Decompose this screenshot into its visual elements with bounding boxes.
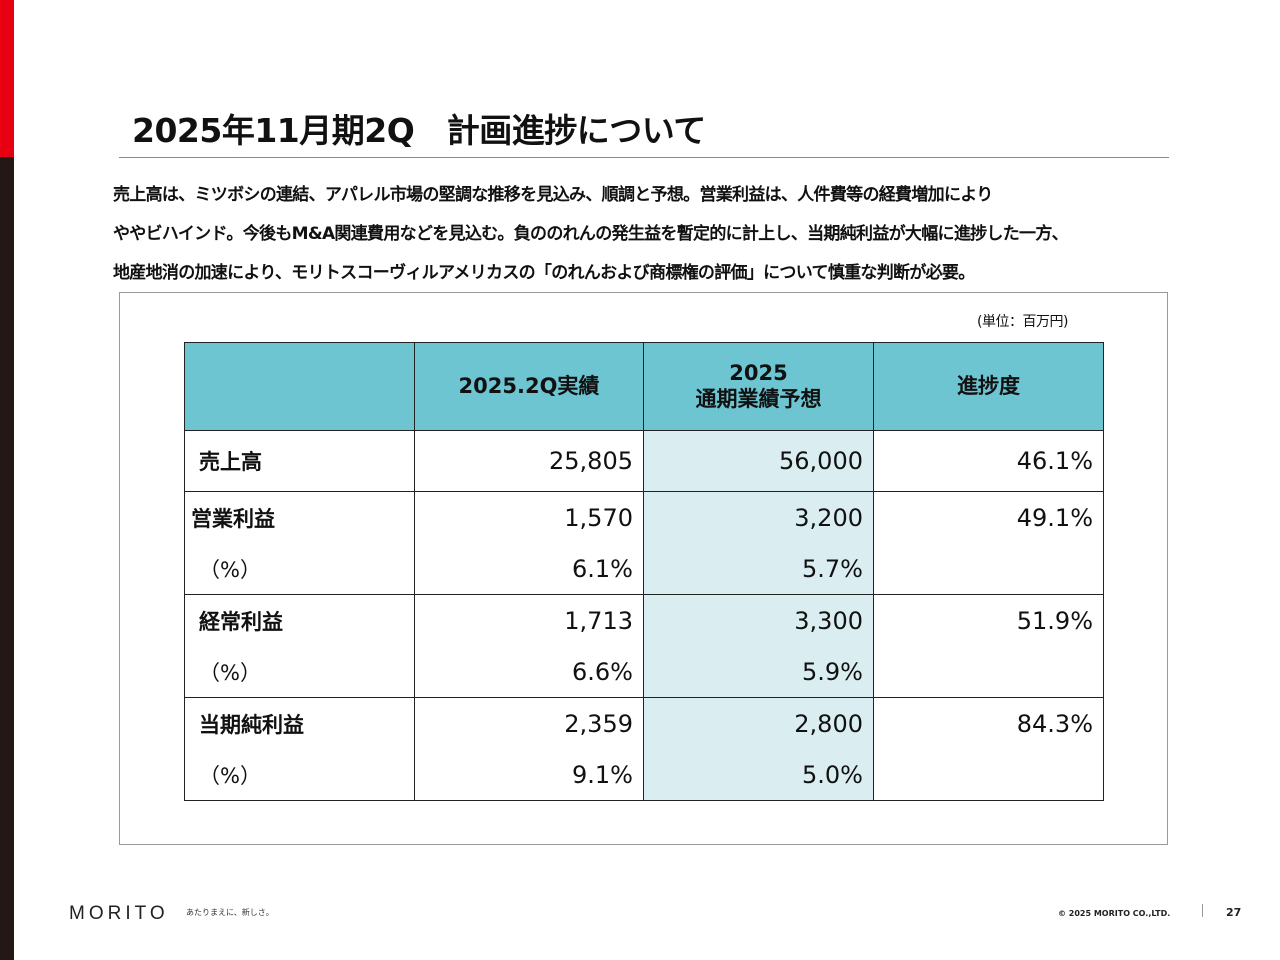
cell-actual: 6.1% <box>414 543 644 595</box>
page-number-divider <box>1202 904 1203 917</box>
row-label-percent: （%） <box>184 749 415 801</box>
table-row: 経常利益 1,713 3,300 51.9% <box>184 594 1104 646</box>
row-label-ordinary-profit: 経常利益 <box>184 594 415 646</box>
table-row: （%） 6.6% 5.9% <box>184 646 1104 698</box>
row-label-percent: （%） <box>184 646 415 698</box>
table-frame <box>119 292 1168 845</box>
title-divider <box>119 157 1169 158</box>
header-forecast-year: 2025 <box>729 361 788 386</box>
row-label-net-income: 当期純利益 <box>184 697 415 749</box>
company-logo: MORITO <box>69 903 169 924</box>
cell-forecast: 5.9% <box>643 646 874 698</box>
row-label-sales: 売上高 <box>184 430 415 492</box>
accent-bar-dark <box>0 157 14 960</box>
cell-forecast: 3,200 <box>643 491 874 543</box>
table-row: 売上高 25,805 56,000 46.1% <box>184 430 1104 492</box>
cell-forecast: 2,800 <box>643 697 874 749</box>
header-forecast: 2025 通期業績予想 <box>643 342 874 431</box>
cell-progress <box>873 543 1104 595</box>
description-line-1: 売上高は、ミツボシの連結、アパレル市場の堅調な推移を見込み、順調と予想。営業利益… <box>113 185 993 205</box>
page-number: 27 <box>1226 906 1242 919</box>
row-label-operating-profit: 営業利益 <box>184 491 415 543</box>
table-row: （%） 9.1% 5.0% <box>184 749 1104 801</box>
row-label-percent: （%） <box>184 543 415 595</box>
cell-progress <box>873 749 1104 801</box>
table-header-row: 2025.2Q実績 2025 通期業績予想 進捗度 <box>184 342 1104 431</box>
slide-title: 2025年11月期2Q 計画進捗について <box>132 111 706 150</box>
cell-forecast: 56,000 <box>643 430 874 492</box>
company-tagline: あたりまえに、新しさ。 <box>186 908 274 917</box>
cell-forecast: 5.0% <box>643 749 874 801</box>
cell-actual: 9.1% <box>414 749 644 801</box>
cell-progress: 51.9% <box>873 594 1104 646</box>
header-progress: 進捗度 <box>873 342 1104 431</box>
header-forecast-label: 通期業績予想 <box>695 386 822 411</box>
cell-actual: 1,713 <box>414 594 644 646</box>
cell-actual: 1,570 <box>414 491 644 543</box>
header-actual: 2025.2Q実績 <box>414 342 644 431</box>
unit-note: (単位：百万円) <box>977 314 1068 330</box>
cell-actual: 25,805 <box>414 430 644 492</box>
cell-forecast: 5.7% <box>643 543 874 595</box>
description-line-3: 地産地消の加速により、モリトスコーヴィルアメリカスの「のれんおよび商標権の評価」… <box>113 263 975 283</box>
header-empty <box>184 342 415 431</box>
financial-table: 2025.2Q実績 2025 通期業績予想 進捗度 売上高 25,805 56,… <box>184 342 1104 801</box>
cell-forecast: 3,300 <box>643 594 874 646</box>
table-row: （%） 6.1% 5.7% <box>184 543 1104 595</box>
accent-bar-red <box>0 0 14 157</box>
table-row: 営業利益 1,570 3,200 49.1% <box>184 491 1104 543</box>
cell-progress: 46.1% <box>873 430 1104 492</box>
table-row: 当期純利益 2,359 2,800 84.3% <box>184 697 1104 749</box>
cell-progress: 84.3% <box>873 697 1104 749</box>
copyright-text: © 2025 MORITO CO.,LTD. <box>1058 909 1171 918</box>
cell-actual: 2,359 <box>414 697 644 749</box>
cell-actual: 6.6% <box>414 646 644 698</box>
description-line-2: ややビハインド。今後もM&A関連費用などを見込む。負ののれんの発生益を暫定的に計… <box>113 224 1069 244</box>
cell-progress: 49.1% <box>873 491 1104 543</box>
cell-progress <box>873 646 1104 698</box>
